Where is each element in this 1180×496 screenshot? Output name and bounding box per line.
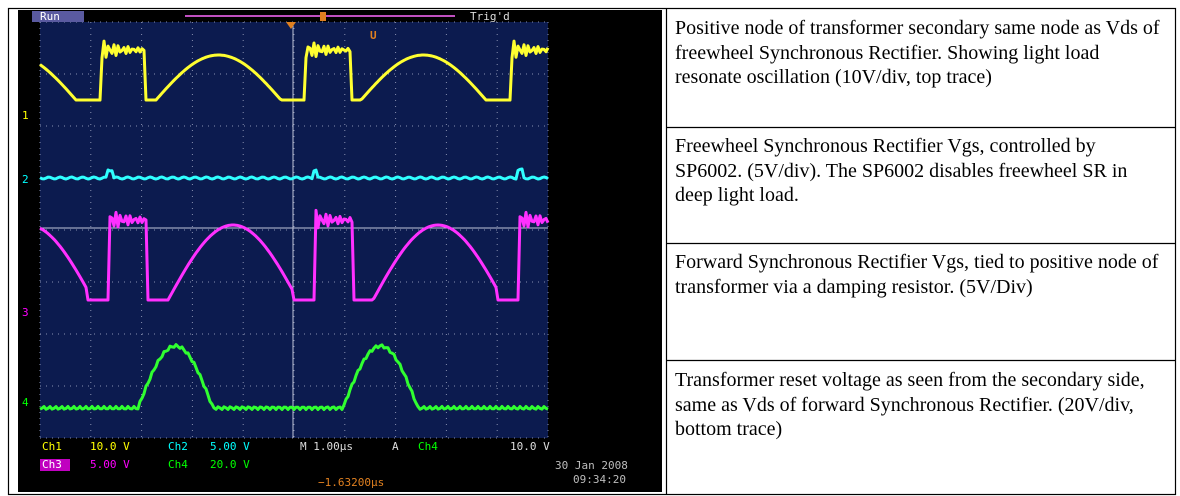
document: Positive node of transformer secondary s…: [0, 0, 1180, 496]
row-text: Positive node of transformer secondary s…: [667, 14, 1176, 92]
channel-marker: 4: [22, 396, 29, 409]
channel-marker: 3: [22, 306, 29, 319]
readout: M 1.00µs: [300, 440, 353, 453]
status: Run: [40, 10, 60, 23]
row-text: Forward Synchronous Rectifier Vgs, tied …: [667, 248, 1176, 301]
readout: A: [392, 440, 399, 453]
readout: 5.00 V: [90, 458, 130, 471]
oscilloscope-screen: Run Trig'd U 1 2 3 4 Ch1 10.0 V Ch2 5.00 V M…: [18, 10, 662, 492]
readout: 5.00 V: [210, 440, 250, 453]
trigger-status: Trig'd: [470, 10, 510, 23]
channel-marker: 1: [22, 109, 29, 122]
readout: −1.63200µs: [318, 476, 384, 489]
readout: 20.0 V: [210, 458, 250, 471]
record-marker: [320, 12, 326, 21]
readout: Ch4: [418, 440, 438, 453]
readout: 09:34:20: [573, 473, 626, 486]
row-text: Transformer reset voltage as seen from t…: [667, 366, 1176, 444]
readout: 10.0 V: [90, 440, 130, 453]
readout: Ch2: [168, 440, 188, 453]
page: Oscilloscope capture {"scope": {"status"…: [0, 0, 1180, 496]
readout: Ch4: [168, 458, 188, 471]
cursor-marker: U: [370, 29, 377, 42]
readout: 30 Jan 2008: [555, 459, 628, 472]
readout: Ch1: [42, 440, 62, 453]
readout: 10.0 V: [510, 440, 550, 453]
row-text: Freewheel Synchronous Rectifier Vgs, con…: [667, 132, 1147, 210]
readout: Ch3: [42, 458, 62, 471]
body: Positive node of transformer secondary s…: [0, 0, 1180, 496]
channel-marker: 2: [22, 173, 29, 186]
